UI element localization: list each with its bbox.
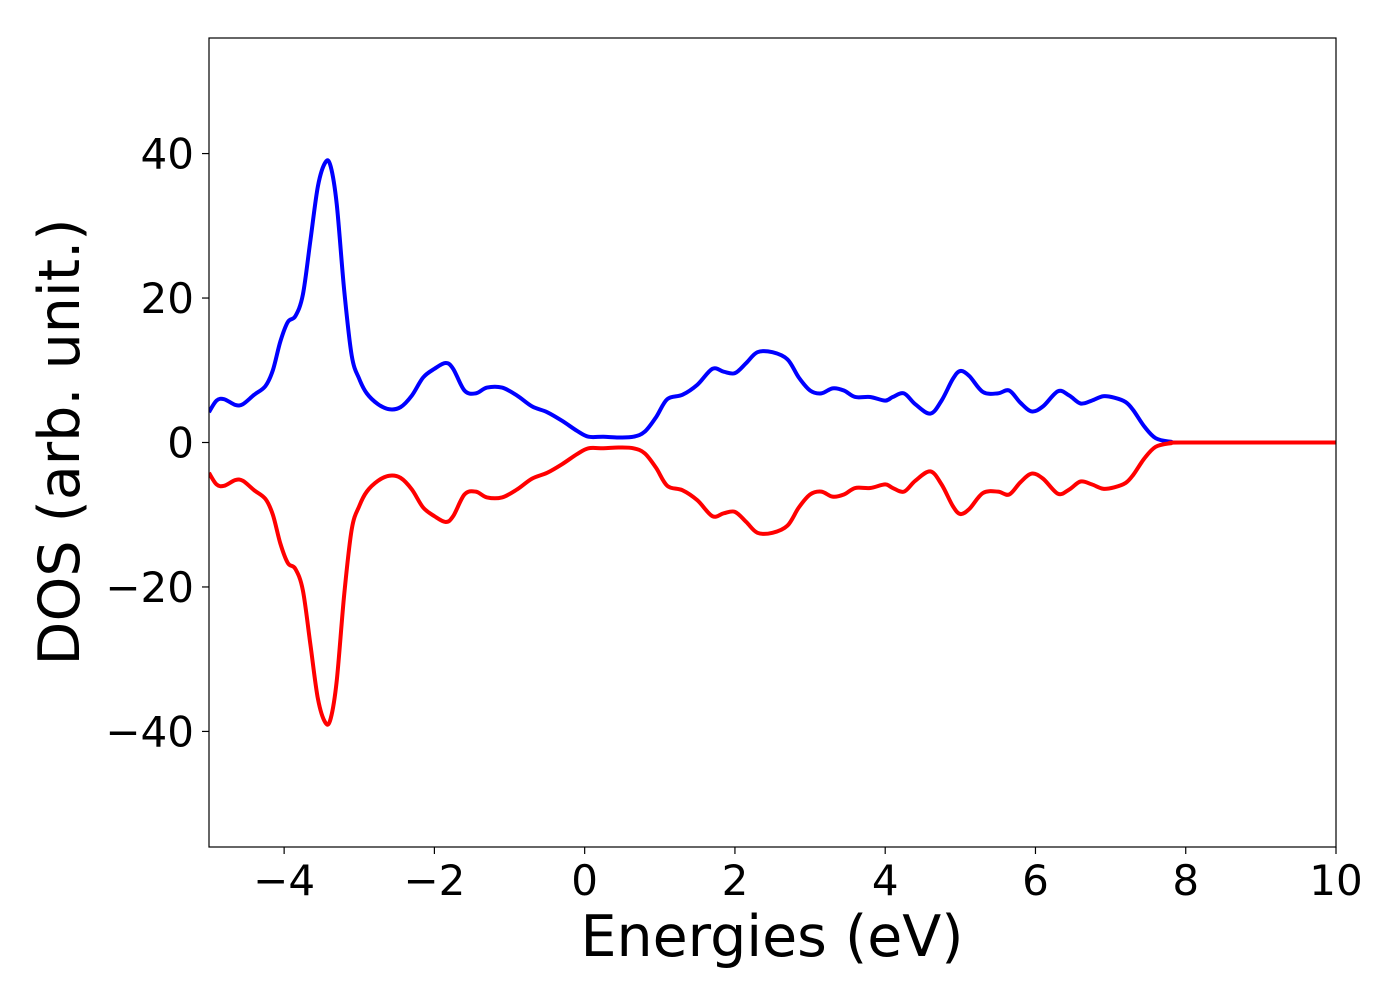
series-layer bbox=[209, 158, 1336, 727]
y-tick-label: −40 bbox=[105, 707, 194, 756]
series-line-2 bbox=[209, 440, 1336, 727]
y-axis: 40 20 0 −20 −40 bbox=[105, 130, 209, 756]
y-tick-label: 40 bbox=[141, 130, 194, 179]
x-tick-label: 8 bbox=[1172, 856, 1199, 905]
x-tick-label: −4 bbox=[253, 856, 315, 905]
x-tick-label: −2 bbox=[403, 856, 465, 905]
series-line-1 bbox=[209, 158, 1336, 445]
x-tick-label: 10 bbox=[1309, 856, 1362, 905]
x-tick-label: 0 bbox=[571, 856, 598, 905]
x-tick-label: 4 bbox=[872, 856, 899, 905]
y-axis-title: DOS (arb. unit.) bbox=[27, 219, 93, 666]
x-axis: −4 −2 0 2 4 6 8 10 bbox=[253, 847, 1363, 905]
x-tick-label: 6 bbox=[1022, 856, 1049, 905]
y-tick-label: −20 bbox=[105, 563, 194, 612]
x-tick-label: 2 bbox=[722, 856, 749, 905]
y-tick-label: 20 bbox=[141, 274, 194, 323]
plot-area bbox=[209, 38, 1336, 847]
x-axis-title: Energies (eV) bbox=[580, 904, 963, 970]
y-tick-label: 0 bbox=[167, 419, 194, 468]
